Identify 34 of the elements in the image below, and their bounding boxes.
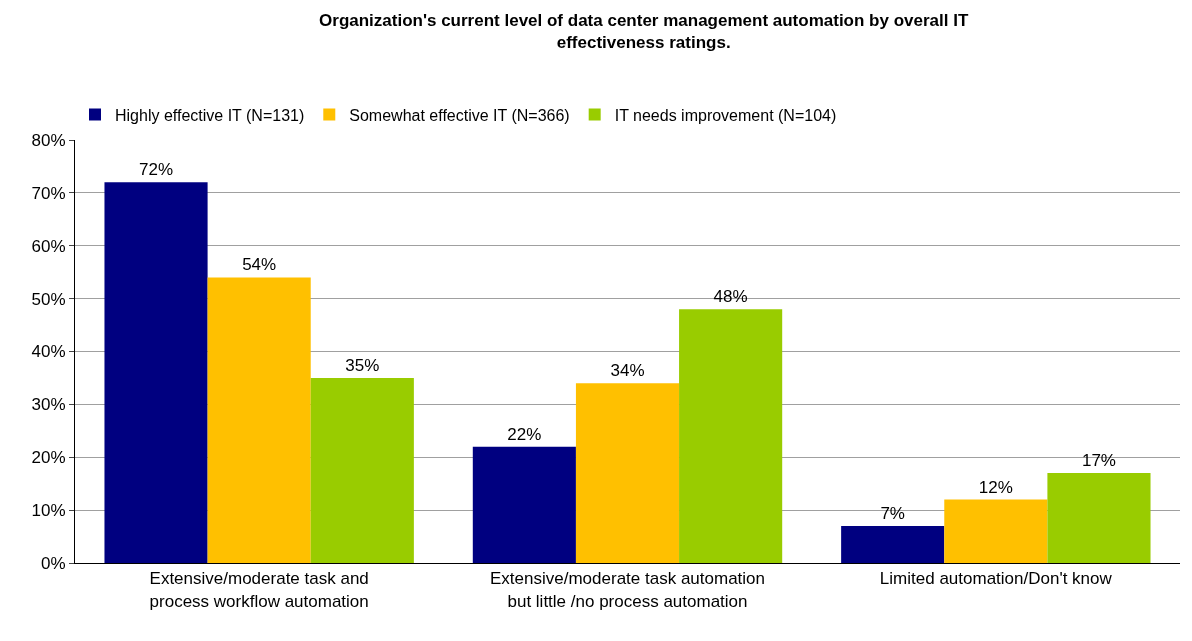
chart-title: Organization's current level of data center management automation by overall IT effectiveness ratings.	[319, 10, 969, 52]
legend-label: Highly effective IT (N=131)	[115, 106, 305, 124]
x-tick-label: Extensive/moderate task and process workflow automation	[149, 569, 369, 611]
y-tick-label: 10%	[31, 501, 66, 521]
y-tick-label: 80%	[31, 130, 66, 150]
y-tick-label: 50%	[31, 289, 66, 309]
data-label: 54%	[242, 255, 277, 275]
y-tick-label: 30%	[31, 395, 66, 415]
bar	[841, 525, 945, 563]
bar	[207, 277, 311, 563]
y-tick-label: 60%	[31, 236, 66, 256]
y-tick-label: 0%	[41, 553, 66, 573]
data-label: 72%	[139, 160, 174, 180]
y-tick-label: 40%	[31, 342, 66, 362]
bar	[104, 182, 208, 563]
legend-label: Somewhat effective IT (N=366)	[349, 106, 570, 124]
x-tick-label: Extensive/moderate task automation but little /no process automation	[490, 569, 765, 611]
y-tick-label: 20%	[31, 448, 66, 468]
data-label: 48%	[713, 287, 748, 307]
bar	[310, 377, 414, 563]
data-label: 17%	[1081, 451, 1116, 471]
bar	[1047, 473, 1151, 563]
data-label: 34%	[610, 361, 645, 381]
data-label: 22%	[507, 424, 542, 444]
data-label: 35%	[345, 355, 380, 375]
bar	[944, 499, 1048, 563]
bar	[679, 309, 783, 563]
y-tick-label: 70%	[31, 183, 66, 203]
data-label: 12%	[978, 477, 1013, 497]
x-tick-label: Limited automation/Don't know	[879, 569, 1113, 589]
bar	[575, 383, 680, 563]
data-label: 7%	[880, 503, 905, 523]
legend-label: IT needs improvement (N=104)	[614, 106, 837, 124]
bar	[472, 446, 576, 563]
